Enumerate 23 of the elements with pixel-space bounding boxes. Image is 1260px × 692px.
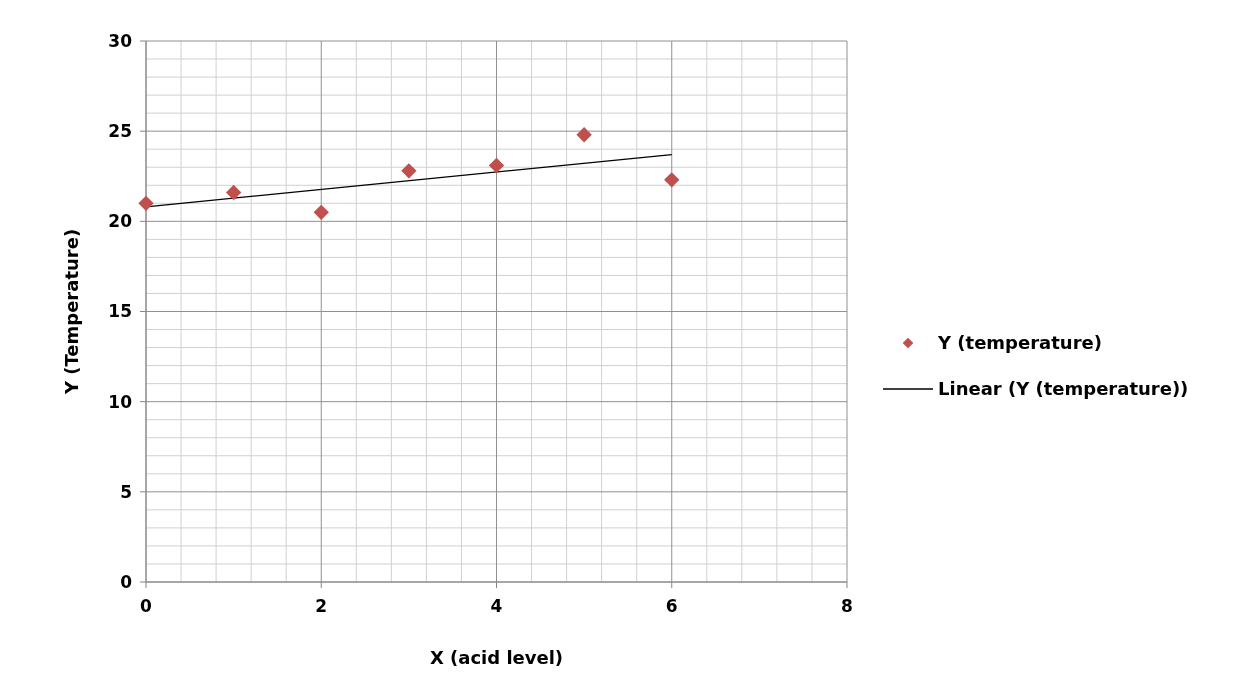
point xyxy=(488,157,505,174)
point xyxy=(664,172,680,188)
point xyxy=(225,184,242,201)
y-tick-label: 0 xyxy=(120,571,133,592)
point xyxy=(313,204,329,220)
x-tick-label: 6 xyxy=(665,596,678,616)
x-tick-label: 8 xyxy=(841,596,853,616)
legend-label: Linear (Y (temperature)) xyxy=(938,378,1189,400)
y-tick-label: 10 xyxy=(108,391,133,412)
point xyxy=(576,127,592,143)
y-tick-label: 25 xyxy=(108,121,132,142)
point xyxy=(138,195,154,211)
x-tick-label: 0 xyxy=(140,596,153,616)
y-tick-label: 5 xyxy=(120,481,132,502)
y-tick-label: 20 xyxy=(108,211,133,232)
x-tick-label: 2 xyxy=(315,596,328,616)
x-axis-title: X (acid level) xyxy=(429,647,564,668)
legend-label: Y (temperature) xyxy=(937,332,1102,354)
x-tick-label: 4 xyxy=(490,596,503,616)
y-tick-label: 30 xyxy=(108,30,133,51)
y-axis-title: Y (Temperature) xyxy=(61,228,82,396)
y-tick-label: 15 xyxy=(108,301,132,322)
point xyxy=(401,163,417,179)
